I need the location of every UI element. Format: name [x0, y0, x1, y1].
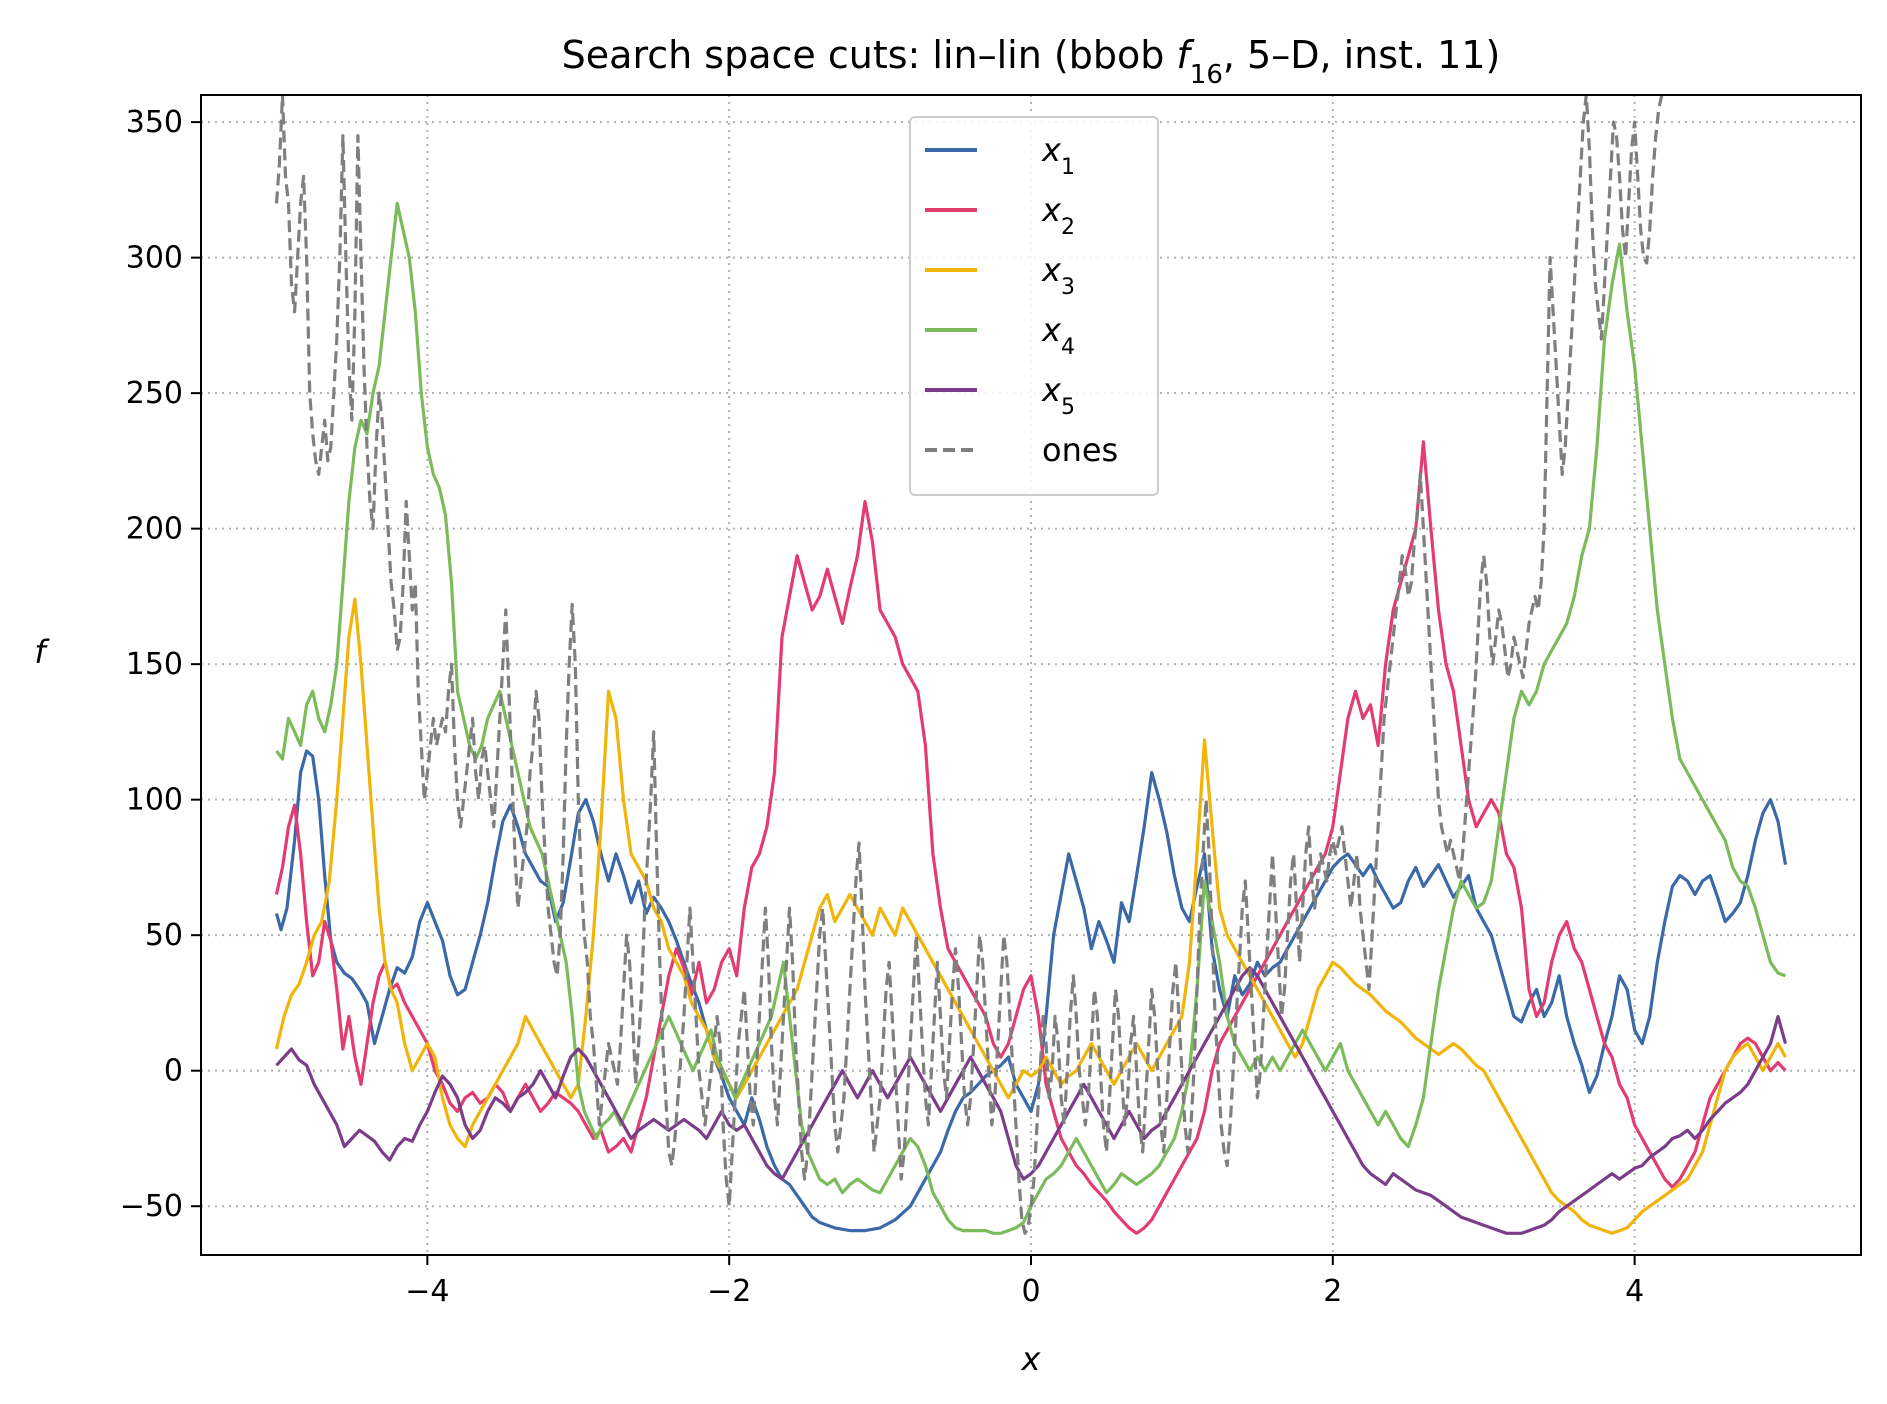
legend-label-ones: ones — [1042, 431, 1118, 469]
x-tick-label: −2 — [707, 1274, 751, 1309]
legend: x1 x2 x3 x4 x5 ones — [909, 116, 1159, 496]
legend-label-x3: x3 — [1041, 251, 1075, 300]
y-tick-label: 0 — [164, 1054, 183, 1089]
y-tick-label: −50 — [120, 1189, 183, 1224]
y-tick-label: 250 — [126, 376, 183, 411]
chart-title: Search space cuts: lin–lin (bbob f16, 5–… — [562, 33, 1501, 90]
series-line-x2 — [274, 440, 1787, 1235]
series-line-x3 — [274, 597, 1787, 1235]
y-tick-label: 50 — [145, 918, 183, 953]
y-axis-label: f — [34, 633, 50, 671]
series-line-ones — [274, 95, 1664, 1235]
x-axis-label: x — [1021, 1340, 1042, 1378]
y-tick-label: 150 — [126, 647, 183, 682]
legend-label-x2: x2 — [1041, 191, 1075, 240]
legend-label-x1: x1 — [1041, 131, 1075, 180]
series-line-x4 — [275, 201, 1787, 1235]
y-tick-label: 100 — [126, 783, 183, 818]
y-tick-label: 350 — [126, 105, 183, 140]
x-tick-label: 2 — [1323, 1274, 1342, 1309]
y-tick-label: 300 — [126, 241, 183, 276]
grid-lines — [201, 95, 1861, 1255]
y-tick-label: 200 — [126, 512, 183, 547]
legend-label-x4: x4 — [1041, 311, 1075, 360]
series-lines — [274, 95, 1788, 1235]
legend-box — [909, 116, 1159, 496]
axis-ticks: −4 −2 0 2 4 −50 0 50 100 150 200 250 300 350 — [120, 105, 1644, 1309]
x-tick-label: −4 — [405, 1274, 449, 1309]
x-tick-label: 0 — [1021, 1274, 1040, 1309]
series-line-x5 — [275, 966, 1788, 1235]
series-line-x1 — [274, 749, 1788, 1233]
x-tick-label: 4 — [1625, 1274, 1644, 1309]
legend-label-x5: x5 — [1041, 371, 1075, 420]
